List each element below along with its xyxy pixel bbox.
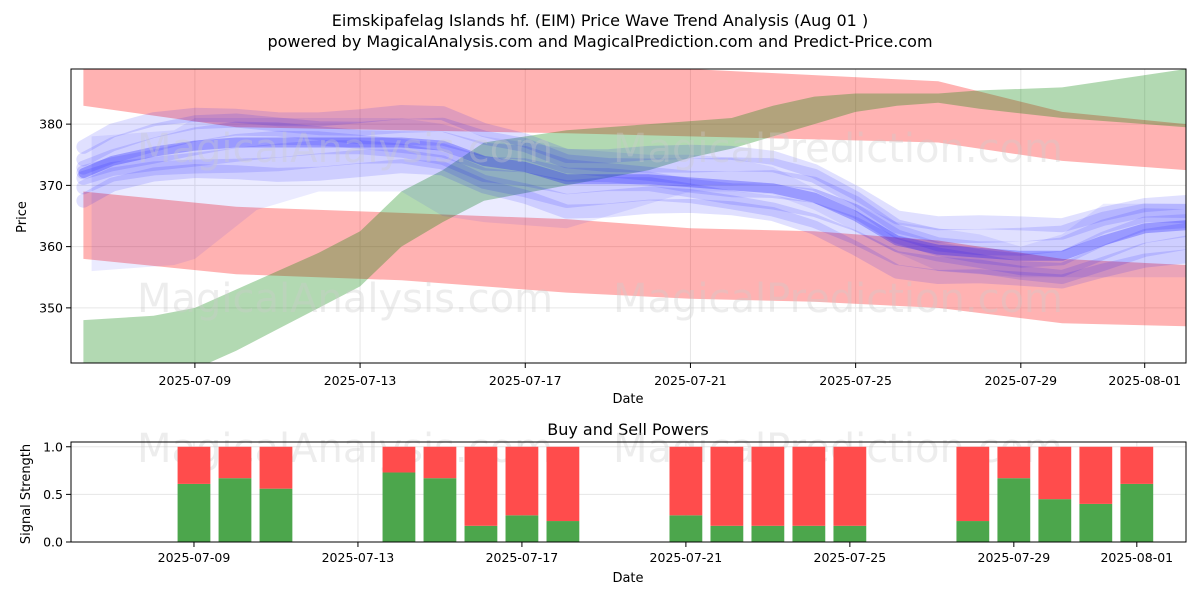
sell-bar: [956, 446, 990, 522]
sell-bar: [259, 446, 293, 489]
signal-x-tick-label: 2025-07-09: [158, 550, 231, 565]
signal-plot-frame: [70, 441, 1187, 543]
buy-bar: [751, 525, 785, 542]
price-x-tick-label: 2025-07-17: [489, 373, 562, 388]
price-watermarks: MagicalAnalysis.com MagicalPrediction.co…: [137, 126, 1063, 322]
blue-wave-line: [76, 130, 1186, 268]
buy-bar: [505, 515, 539, 542]
price-x-label: Date: [612, 392, 643, 407]
sell-bar: [792, 446, 826, 526]
watermark-left: MagicalAnalysis.com: [137, 126, 553, 172]
buy-bar: [792, 525, 826, 542]
sell-bar: [997, 446, 1031, 479]
sell-bar: [1120, 446, 1154, 484]
buy-bar: [177, 483, 211, 542]
sell-bar: [423, 446, 457, 479]
upper-red-band: [83, 69, 1186, 171]
blue-wave-line: [76, 113, 1186, 243]
buy-bar: [218, 478, 252, 542]
price-x-tick-label: 2025-07-13: [324, 373, 397, 388]
price-bands: [76, 69, 1186, 363]
signal-y-label: Signal Strength: [19, 444, 34, 544]
price-x-ticks: 2025-07-09 2025-07-13 2025-07-17 2025-07-21…: [159, 363, 1181, 388]
blue-wave-envelope: [91, 118, 1186, 278]
buy-bar: [956, 521, 990, 542]
signal-x-tick-label: 2025-07-13: [322, 550, 395, 565]
sell-bar: [710, 446, 744, 526]
sell-bar: [1079, 446, 1113, 504]
signal-y-tick-label: 1.0: [43, 439, 63, 454]
watermark-left: MagicalAnalysis.com: [137, 276, 553, 322]
buy-bar: [669, 515, 703, 542]
price-x-tick-label: 2025-07-09: [159, 373, 232, 388]
sell-bar: [751, 446, 785, 526]
signal-y-ticks: 0.0 0.5 1.0: [43, 439, 71, 550]
blue-core-line: [78, 137, 1186, 261]
price-y-ticks: 350 360 370 380: [39, 117, 71, 315]
price-plot-frame: [70, 68, 1187, 364]
sell-bar: [382, 446, 416, 473]
green-band: [83, 69, 1186, 363]
price-y-tick-label: 350: [39, 300, 63, 315]
price-grid: [71, 69, 1186, 363]
signal-x-tick-label: 2025-08-01: [1100, 550, 1173, 565]
sell-bar: [546, 446, 580, 522]
price-plot-background: [71, 69, 1186, 363]
signal-title: Buy and Sell Powers: [547, 420, 709, 439]
sell-bar: [669, 446, 703, 516]
signal-bars: [177, 446, 1154, 542]
sell-bar: [833, 446, 867, 526]
buy-bar: [382, 472, 416, 542]
buy-bar: [546, 521, 580, 542]
buy-bar: [710, 525, 744, 542]
chart-title: Eimskipafelag Islands hf. (EIM) Price Wa…: [332, 11, 868, 30]
buy-bar: [464, 525, 498, 542]
lower-red-band: [83, 191, 1186, 327]
sell-bar: [505, 446, 539, 516]
sell-bar: [464, 446, 498, 526]
price-x-tick-label: 2025-07-21: [654, 373, 727, 388]
signal-x-label: Date: [612, 571, 643, 586]
price-plot: MagicalAnalysis.com MagicalPrediction.co…: [15, 68, 1187, 407]
buy-bar: [1120, 483, 1154, 542]
price-y-label: Price: [15, 201, 30, 233]
buy-bar: [259, 488, 293, 542]
blue-wave-line: [76, 159, 1186, 289]
buy-bar: [1079, 503, 1113, 542]
price-x-tick-label: 2025-08-01: [1108, 373, 1181, 388]
blue-wave-line: [76, 121, 1186, 256]
buy-bar: [1038, 499, 1072, 542]
price-x-tick-label: 2025-07-29: [984, 373, 1057, 388]
buy-bar: [833, 525, 867, 542]
sell-bar: [1038, 446, 1072, 500]
price-y-tick-label: 380: [39, 117, 63, 132]
signal-x-ticks: 2025-07-09 2025-07-13 2025-07-17 2025-07-21…: [158, 542, 1173, 565]
price-y-tick-label: 370: [39, 178, 63, 193]
watermark-right: MagicalPrediction.com: [613, 276, 1063, 322]
chart-subtitle: powered by MagicalAnalysis.com and Magic…: [267, 32, 932, 51]
signal-plot: Buy and Sell Powers MagicalAnalysis.com …: [19, 420, 1187, 586]
blue-wave-line: [76, 149, 1186, 284]
sell-bar: [177, 446, 211, 484]
price-y-tick-label: 360: [39, 239, 63, 254]
buy-bar: [997, 478, 1031, 542]
signal-x-tick-label: 2025-07-17: [486, 550, 559, 565]
watermark-right: MagicalPrediction.com: [613, 126, 1063, 172]
signal-y-tick-label: 0.5: [43, 487, 63, 502]
sell-bar: [218, 446, 252, 479]
signal-x-tick-label: 2025-07-21: [650, 550, 723, 565]
signal-x-tick-label: 2025-07-25: [814, 550, 887, 565]
blue-wave-line: [76, 140, 1186, 277]
price-x-tick-label: 2025-07-25: [819, 373, 892, 388]
buy-bar: [423, 478, 457, 542]
signal-x-tick-label: 2025-07-29: [978, 550, 1051, 565]
signal-y-tick-label: 0.0: [43, 535, 63, 550]
blue-wave-line: [76, 105, 1186, 233]
